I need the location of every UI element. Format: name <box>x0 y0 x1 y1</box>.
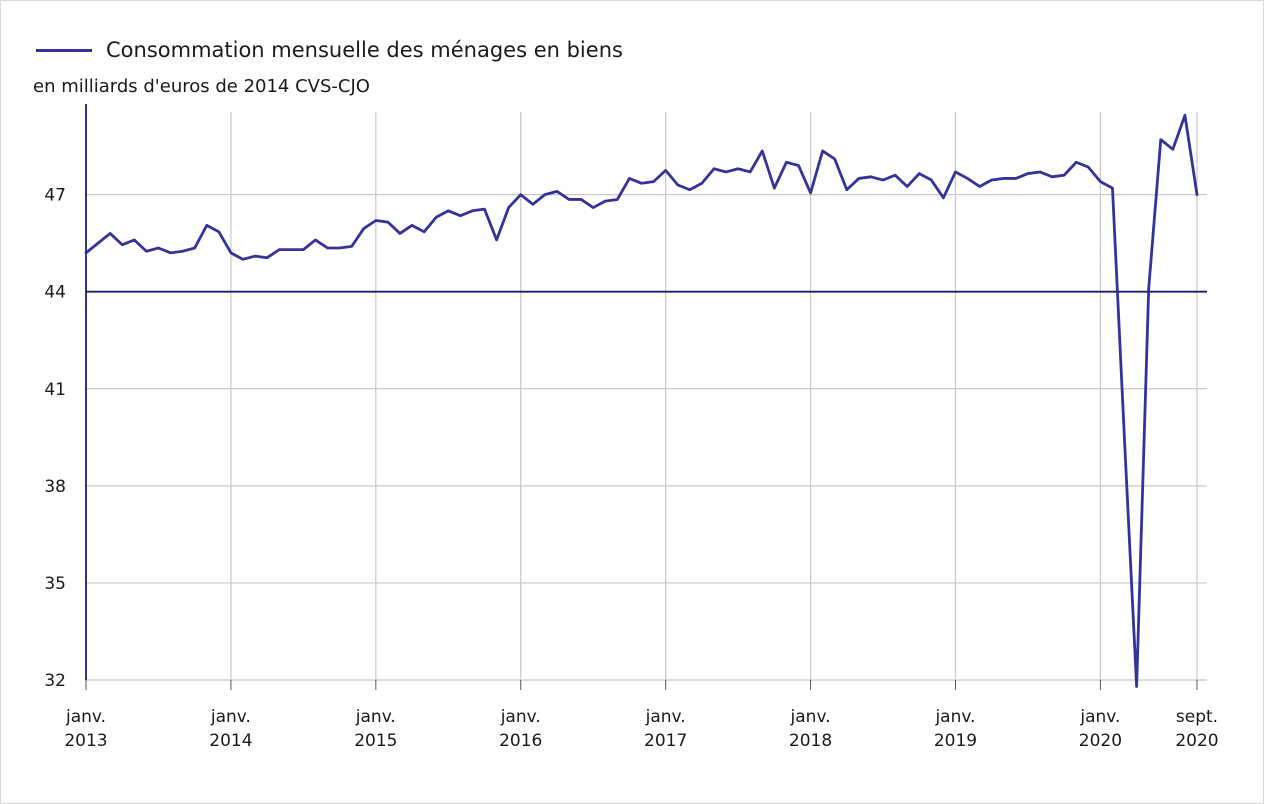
x-tick-label-year-2018-01: 2018 <box>789 731 832 751</box>
x-tick-label-month-2014-01: janv. <box>210 707 251 727</box>
y-tick-label-38: 38 <box>44 477 66 497</box>
legend-label: Consommation mensuelle des ménages en bi… <box>106 38 623 62</box>
x-tick-label-month-2015-01: janv. <box>355 707 396 727</box>
y-tick-label-32: 32 <box>44 671 66 691</box>
x-tick-label-month-2013-01: janv. <box>65 707 106 727</box>
legend: Consommation mensuelle des ménages en bi… <box>36 34 623 66</box>
gridlines <box>86 112 1207 681</box>
series-layer <box>84 113 1199 688</box>
x-tick-label-year-2017-01: 2017 <box>644 731 687 751</box>
x-tick-label-month-2020-09: sept. <box>1176 707 1218 727</box>
x-tick-label-month-2017-01: janv. <box>645 707 686 727</box>
x-tick-label-month-2018-01: janv. <box>790 707 831 727</box>
tick-labels: 32 35 38 41 44 47 janv. 2013 janv. 2014 janv. 2015 j… <box>44 186 1218 751</box>
x-tick-label-year-2014-01: 2014 <box>209 731 252 751</box>
x-tick-label-month-2019-01: janv. <box>934 707 975 727</box>
x-tick-label-year-2020-09: 2020 <box>1175 731 1218 751</box>
axes <box>85 104 1207 690</box>
x-tick-label-year-2013-01: 2013 <box>64 731 107 751</box>
x-tick-label-year-2015-01: 2015 <box>354 731 397 751</box>
x-tick-label-month-2016-01: janv. <box>500 707 541 727</box>
x-tick-label-year-2016-01: 2016 <box>499 731 542 751</box>
legend-line-swatch <box>36 48 92 52</box>
x-tick-label-year-2020-01: 2020 <box>1079 731 1122 751</box>
series-line-0 <box>84 113 1199 688</box>
y-tick-label-44: 44 <box>44 283 66 303</box>
y-tick-label-35: 35 <box>44 574 66 594</box>
y-tick-label-47: 47 <box>44 186 66 206</box>
y-tick-label-41: 41 <box>44 380 66 400</box>
x-tick-label-month-2020-01: janv. <box>1079 707 1120 727</box>
x-tick-label-year-2019-01: 2019 <box>934 731 977 751</box>
y-axis-unit-label: en milliards d'euros de 2014 CVS-CJO <box>33 76 370 97</box>
